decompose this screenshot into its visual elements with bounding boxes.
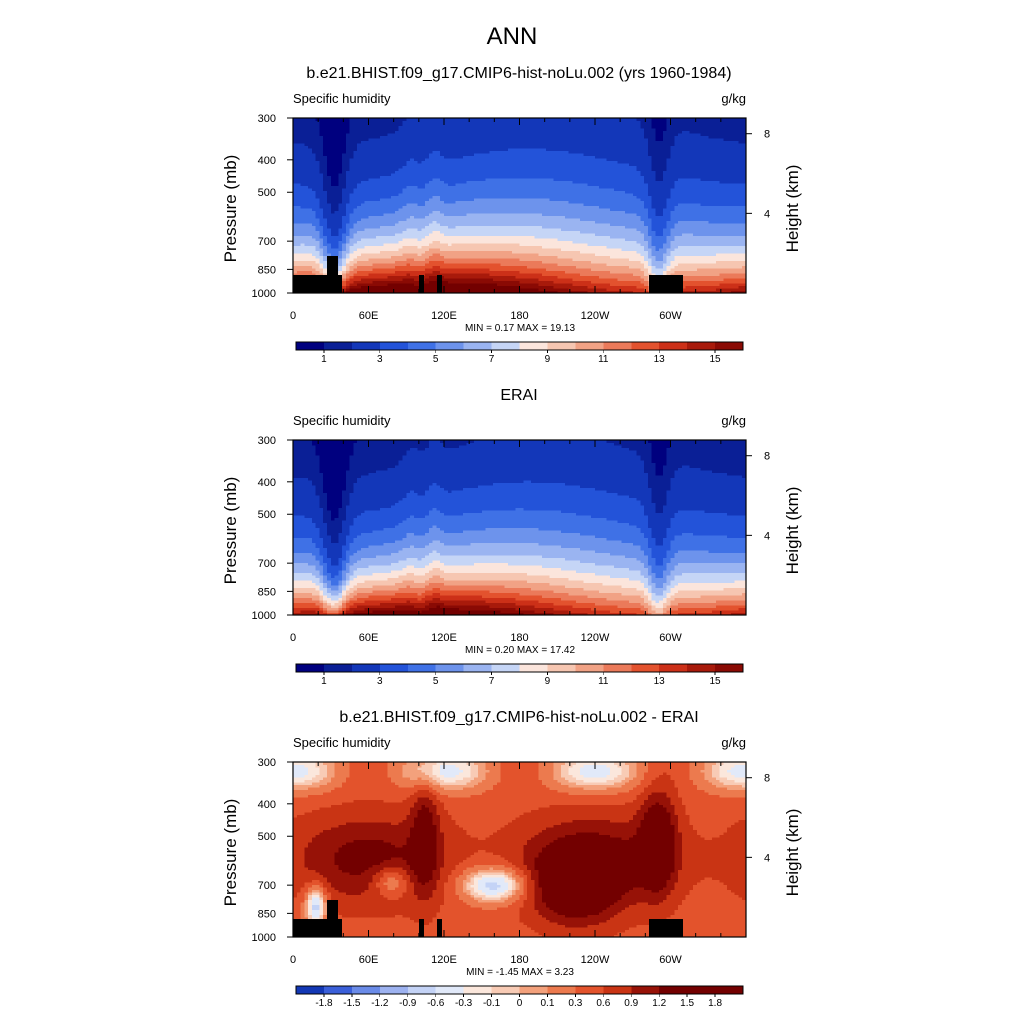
variable-label: Specific humidity <box>293 91 391 106</box>
chart-panel-1: b.e21.BHIST.f09_g17.CMIP6-hist-noLu.002 … <box>221 65 802 365</box>
units-label: g/kg <box>721 91 746 106</box>
figure-title: ANN <box>487 23 538 50</box>
panel-title: b.e21.BHIST.f09_g17.CMIP6-hist-noLu.002 … <box>306 65 731 82</box>
heatmap-cells <box>293 118 747 294</box>
